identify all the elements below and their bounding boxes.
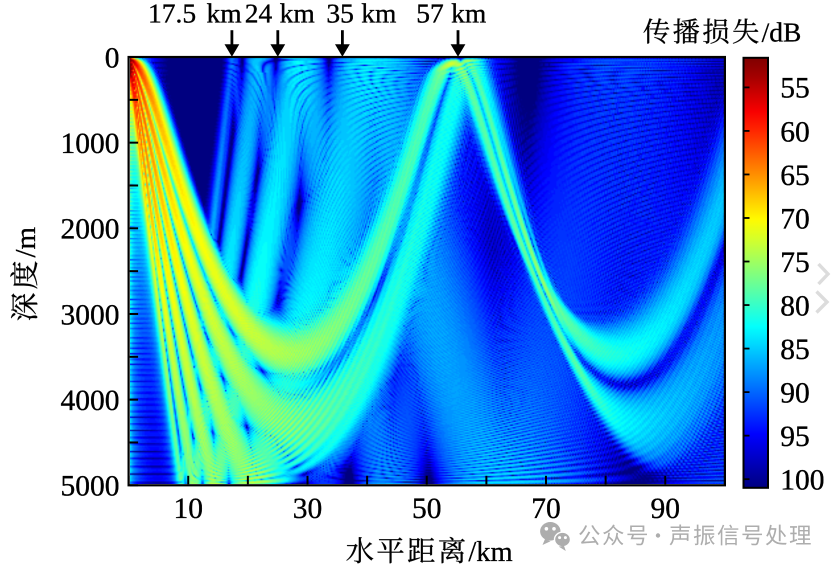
svg-text:30: 30 [293,493,323,525]
svg-text:57 km: 57 km [416,0,486,28]
svg-text:75: 75 [780,247,810,279]
svg-text:70: 70 [780,203,810,235]
svg-text:35 km: 35 km [326,0,396,28]
svg-text:2000: 2000 [61,214,120,246]
svg-text:85: 85 [780,334,810,366]
svg-text:/km: /km [468,537,512,568]
svg-text:17.5 km: 17.5 km [148,0,242,28]
svg-text:0: 0 [105,42,120,74]
svg-text:3000: 3000 [61,299,120,331]
svg-text:65: 65 [780,160,810,192]
svg-text:4000: 4000 [61,385,120,417]
svg-text:10: 10 [173,493,203,525]
svg-text:50: 50 [412,493,442,525]
svg-text:5000: 5000 [61,471,120,503]
svg-text:/dB: /dB [762,17,802,48]
svg-text:1000: 1000 [61,128,120,160]
svg-text:60: 60 [780,116,810,148]
svg-text:55: 55 [780,73,810,105]
svg-text:24 km: 24 km [245,0,315,28]
svg-text:90: 90 [651,493,681,525]
svg-text:90: 90 [780,377,810,409]
svg-text:70: 70 [531,493,561,525]
svg-text:/m: /m [10,226,42,257]
svg-text:100: 100 [780,464,824,496]
svg-text:95: 95 [780,421,810,453]
svg-text:80: 80 [780,290,810,322]
